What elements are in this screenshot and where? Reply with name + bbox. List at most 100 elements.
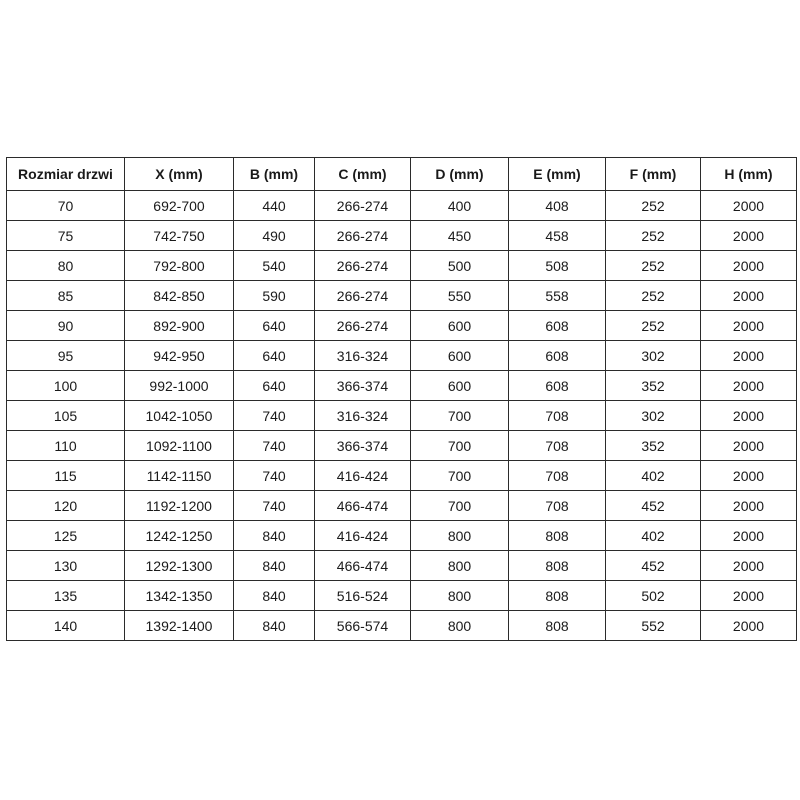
table-cell: 450 (410, 220, 509, 251)
table-cell: 452 (605, 550, 701, 581)
table-cell: 266-274 (314, 250, 411, 281)
table-cell: 252 (605, 220, 701, 251)
table-cell: 2000 (700, 430, 797, 461)
table-cell: 1042-1050 (124, 400, 234, 431)
table-cell: 416-424 (314, 520, 411, 551)
table-cell: 840 (233, 520, 315, 551)
table-cell: 808 (508, 610, 606, 641)
table-cell: 70 (6, 190, 125, 221)
table-cell: 840 (233, 580, 315, 611)
table-cell: 1192-1200 (124, 490, 234, 521)
table-cell: 552 (605, 610, 701, 641)
table-row: 120 1192-1200 740 466-474 700 708 452 2000 (6, 490, 797, 521)
table-row: 130 1292-1300 840 466-474 800 808 452 2000 (6, 550, 797, 581)
table-cell: 740 (233, 460, 315, 491)
table-cell: 416-424 (314, 460, 411, 491)
table-cell: 402 (605, 520, 701, 551)
table-cell: 740 (233, 400, 315, 431)
table-cell: 600 (410, 340, 509, 371)
table-cell: 452 (605, 490, 701, 521)
table-cell: 2000 (700, 310, 797, 341)
table-row: 105 1042-1050 740 316-324 700 708 302 2000 (6, 400, 797, 431)
table-cell: 740 (233, 430, 315, 461)
table-cell: 466-474 (314, 550, 411, 581)
table-cell: 742-750 (124, 220, 234, 251)
table-row: 100 992-1000 640 366-374 600 608 352 2000 (6, 370, 797, 401)
table-cell: 550 (410, 280, 509, 311)
table-cell: 115 (6, 460, 125, 491)
table-cell: 608 (508, 370, 606, 401)
header-row: Rozmiar drzwi X (mm) B (mm) C (mm) D (mm) E (… (6, 157, 797, 191)
table-cell: 1092-1100 (124, 430, 234, 461)
table-cell: 110 (6, 430, 125, 461)
table-cell: 808 (508, 580, 606, 611)
table-cell: 302 (605, 340, 701, 371)
table-cell: 2000 (700, 220, 797, 251)
table-cell: 992-1000 (124, 370, 234, 401)
table-cell: 708 (508, 490, 606, 521)
table-cell: 558 (508, 280, 606, 311)
table-cell: 892-900 (124, 310, 234, 341)
table-cell: 540 (233, 250, 315, 281)
table-cell: 100 (6, 370, 125, 401)
table-cell: 792-800 (124, 250, 234, 281)
table-cell: 2000 (700, 250, 797, 281)
table-cell: 352 (605, 430, 701, 461)
table-cell: 2000 (700, 550, 797, 581)
table-cell: 402 (605, 460, 701, 491)
table-cell: 90 (6, 310, 125, 341)
table-cell: 700 (410, 460, 509, 491)
table-cell: 708 (508, 430, 606, 461)
table-cell: 500 (410, 250, 509, 281)
table-cell: 840 (233, 610, 315, 641)
table-body: 70 692-700 440 266-274 400 408 252 2000 75 742-75… (6, 190, 797, 641)
table-cell: 808 (508, 550, 606, 581)
table-cell: 700 (410, 430, 509, 461)
door-size-table: Rozmiar drzwi X (mm) B (mm) C (mm) D (mm) E (… (6, 157, 797, 641)
table-cell: 2000 (700, 460, 797, 491)
table-cell: 608 (508, 340, 606, 371)
table-cell: 700 (410, 400, 509, 431)
table-cell: 1142-1150 (124, 460, 234, 491)
table-head: Rozmiar drzwi X (mm) B (mm) C (mm) D (mm) E (… (6, 157, 797, 191)
column-header: F (mm) (605, 157, 701, 191)
table-cell: 366-374 (314, 430, 411, 461)
table-cell: 2000 (700, 190, 797, 221)
table-cell: 316-324 (314, 400, 411, 431)
table-cell: 842-850 (124, 280, 234, 311)
table-cell: 640 (233, 340, 315, 371)
table-cell: 125 (6, 520, 125, 551)
table-cell: 840 (233, 550, 315, 581)
table-cell: 466-474 (314, 490, 411, 521)
column-header: D (mm) (410, 157, 509, 191)
table-cell: 95 (6, 340, 125, 371)
table-cell: 692-700 (124, 190, 234, 221)
table-cell: 1242-1250 (124, 520, 234, 551)
column-header: B (mm) (233, 157, 315, 191)
table-cell: 266-274 (314, 220, 411, 251)
table-cell: 105 (6, 400, 125, 431)
table-cell: 490 (233, 220, 315, 251)
table-row: 140 1392-1400 840 566-574 800 808 552 2000 (6, 610, 797, 641)
table-cell: 2000 (700, 370, 797, 401)
table-cell: 302 (605, 400, 701, 431)
column-header: E (mm) (508, 157, 606, 191)
table-row: 90 892-900 640 266-274 600 608 252 2000 (6, 310, 797, 341)
table-cell: 266-274 (314, 190, 411, 221)
table-row: 80 792-800 540 266-274 500 508 252 2000 (6, 250, 797, 281)
table-cell: 135 (6, 580, 125, 611)
table-cell: 640 (233, 370, 315, 401)
table-cell: 800 (410, 550, 509, 581)
table-cell: 2000 (700, 280, 797, 311)
table-cell: 266-274 (314, 310, 411, 341)
table-row: 110 1092-1100 740 366-374 700 708 352 2000 (6, 430, 797, 461)
table-cell: 440 (233, 190, 315, 221)
table-cell: 808 (508, 520, 606, 551)
table-cell: 2000 (700, 580, 797, 611)
table-row: 135 1342-1350 840 516-524 800 808 502 2000 (6, 580, 797, 611)
table-cell: 458 (508, 220, 606, 251)
table-cell: 740 (233, 490, 315, 521)
table-cell: 316-324 (314, 340, 411, 371)
size-table-container: Rozmiar drzwi X (mm) B (mm) C (mm) D (mm) E (… (6, 157, 797, 641)
table-row: 115 1142-1150 740 416-424 700 708 402 2000 (6, 460, 797, 491)
